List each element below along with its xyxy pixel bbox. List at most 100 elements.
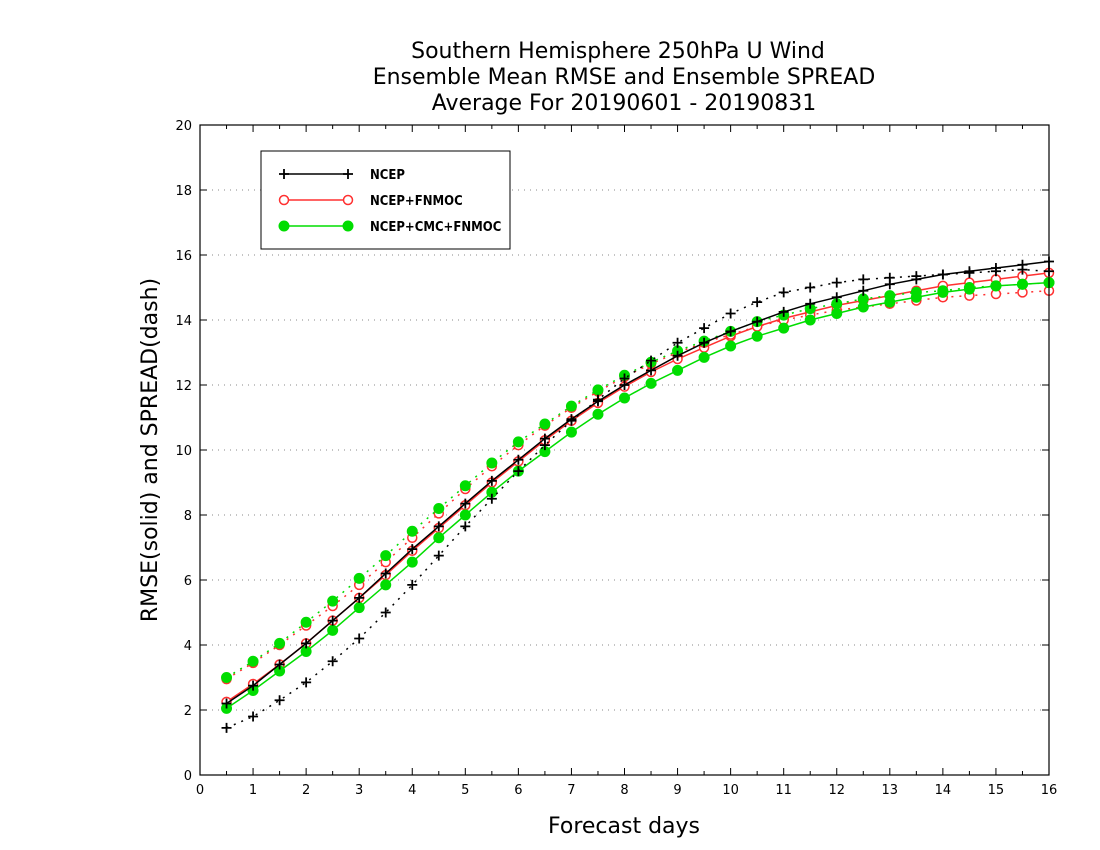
grid-lines xyxy=(200,189,1049,711)
data-point-filled-circle xyxy=(1016,278,1028,290)
data-point-filled-circle xyxy=(459,509,471,521)
spread-line xyxy=(226,268,1050,729)
data-point-plus xyxy=(990,266,1001,277)
data-point-filled-circle xyxy=(278,220,290,232)
data-point-filled-circle xyxy=(672,364,684,376)
x-axis-label: Forecast days xyxy=(548,814,700,839)
data-point-filled-circle xyxy=(751,330,763,342)
data-point-plus xyxy=(539,440,550,451)
data-point-plus xyxy=(592,394,603,405)
data-point-plus xyxy=(778,287,789,298)
data-point-filled-circle xyxy=(380,579,392,591)
data-point-plus xyxy=(301,638,312,649)
data-point-filled-circle xyxy=(937,285,949,297)
data-point-filled-circle xyxy=(327,624,339,636)
data-point-plus xyxy=(513,466,524,477)
x-tick-label: 13 xyxy=(882,783,899,798)
data-point-filled-circle xyxy=(565,400,577,412)
title-line-1: Southern Hemisphere 250hPa U Wind xyxy=(411,39,825,64)
data-point-plus xyxy=(433,550,444,561)
data-point-filled-circle xyxy=(778,322,790,334)
data-point-plus xyxy=(248,711,259,722)
data-point-open-circle xyxy=(342,194,354,206)
data-point-plus xyxy=(327,615,338,626)
data-point-plus xyxy=(672,337,683,348)
data-point-filled-circle xyxy=(963,282,975,293)
data-point-filled-circle xyxy=(433,503,445,514)
x-tick-label: 10 xyxy=(722,783,739,798)
x-tick-label: 11 xyxy=(775,783,792,798)
data-point-plus xyxy=(460,521,471,532)
title-line-3: Average For 20190601 - 20190831 xyxy=(432,91,817,116)
data-point-filled-circle xyxy=(486,457,498,469)
data-point-filled-circle xyxy=(645,377,657,389)
legend-label: NCEP+CMC+FNMOC xyxy=(370,220,501,235)
data-point-plus xyxy=(407,579,418,590)
data-point-filled-circle xyxy=(300,616,312,628)
data-point-filled-circle xyxy=(910,286,922,298)
data-point-plus xyxy=(884,272,895,283)
data-point-plus xyxy=(1017,264,1028,275)
data-point-plus xyxy=(619,373,630,384)
data-point-filled-circle xyxy=(342,220,354,232)
legend-label: NCEP+FNMOC xyxy=(370,194,463,209)
data-point-filled-circle xyxy=(884,290,896,302)
data-point-plus xyxy=(566,415,577,426)
x-tick-label: 5 xyxy=(461,783,469,798)
y-tick-label: 16 xyxy=(175,249,192,264)
legend-item: NCEP+CMC+FNMOC xyxy=(278,220,501,235)
data-point-filled-circle xyxy=(459,480,471,492)
data-point-plus xyxy=(858,274,869,285)
data-point-plus xyxy=(725,326,736,337)
data-point-plus xyxy=(752,297,763,308)
data-point-plus xyxy=(460,498,471,509)
x-tick-label: 6 xyxy=(514,783,522,798)
x-tick-label: 0 xyxy=(196,783,204,798)
legend-item: NCEP xyxy=(279,168,405,183)
data-point-filled-circle xyxy=(565,426,577,438)
data-point-plus xyxy=(699,323,710,334)
x-tick-label: 9 xyxy=(673,783,681,798)
data-point-plus xyxy=(274,695,285,706)
data-point-plus xyxy=(486,493,497,504)
data-point-plus xyxy=(327,656,338,667)
x-tick-label: 1 xyxy=(249,783,257,798)
data-point-filled-circle xyxy=(990,280,1002,292)
data-point-filled-circle xyxy=(380,550,392,562)
data-point-plus xyxy=(513,454,524,465)
data-point-filled-circle xyxy=(247,655,259,667)
x-tick-label: 3 xyxy=(355,783,363,798)
data-point-plus xyxy=(911,271,922,282)
x-tick-label: 16 xyxy=(1041,783,1058,798)
series-layer xyxy=(221,256,1055,733)
data-point-filled-circle xyxy=(512,436,524,448)
data-point-filled-circle xyxy=(327,595,339,607)
legend-item: NCEP+FNMOC xyxy=(278,194,463,209)
rmse-line xyxy=(226,272,1050,703)
y-tick-label: 10 xyxy=(175,444,192,459)
data-point-filled-circle xyxy=(698,351,710,363)
y-tick-label: 18 xyxy=(175,184,192,199)
data-point-filled-circle xyxy=(406,556,418,568)
data-point-plus xyxy=(301,677,312,688)
series-ncep-cmc-fnmoc xyxy=(221,277,1055,714)
x-tick-label: 8 xyxy=(620,783,628,798)
x-tick-label: 15 xyxy=(988,783,1005,798)
data-point-filled-circle xyxy=(274,637,286,649)
data-point-filled-circle xyxy=(539,418,551,430)
series-ncep-fnmoc xyxy=(221,267,1055,708)
y-tick-label: 12 xyxy=(175,379,192,394)
data-point-filled-circle xyxy=(433,532,445,544)
data-point-filled-circle xyxy=(831,308,843,319)
data-point-plus xyxy=(380,607,391,618)
y-tick-label: 0 xyxy=(184,769,192,784)
data-point-plus xyxy=(964,267,975,278)
data-point-plus xyxy=(646,355,657,366)
data-point-open-circle xyxy=(278,194,290,206)
chart-title: Southern Hemisphere 250hPa U Wind Ensemb… xyxy=(373,39,876,116)
x-tick-label: 4 xyxy=(408,783,416,798)
data-point-plus xyxy=(380,568,391,579)
data-point-plus xyxy=(221,698,232,709)
